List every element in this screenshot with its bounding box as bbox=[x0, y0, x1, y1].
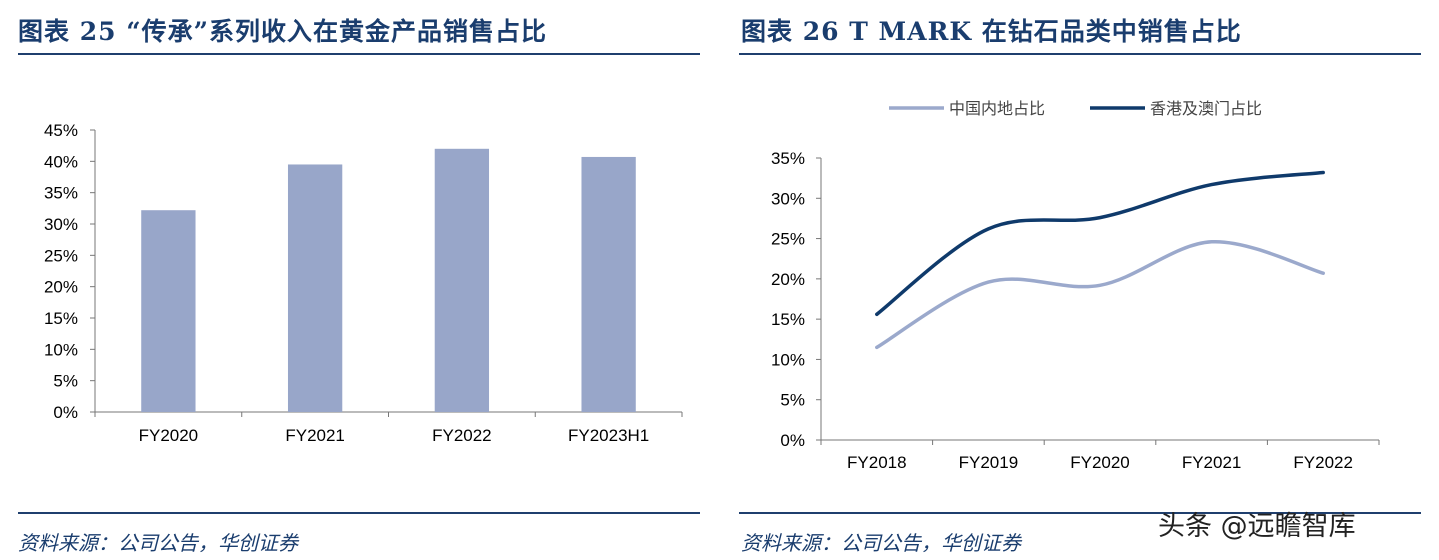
figure-26-source: 资料来源：公司公告，华创证券 bbox=[741, 531, 1021, 555]
figure-25-source: 资料来源：公司公告，华创证券 bbox=[18, 531, 298, 555]
line-y-tick-label: 0% bbox=[780, 431, 805, 450]
line-y-tick-label: 20% bbox=[771, 270, 805, 289]
bar-y-tick-label: 10% bbox=[44, 340, 78, 359]
legend-label: 香港及澳门占比 bbox=[1150, 100, 1262, 118]
bar-y-tick-label: 45% bbox=[44, 121, 78, 140]
line-y-tick-label: 10% bbox=[771, 350, 805, 369]
watermark-text: 头条 @远瞻智库 bbox=[1158, 511, 1356, 542]
bar-x-tick-label: FY2023H1 bbox=[568, 426, 649, 445]
bar-y-tick-label: 40% bbox=[44, 152, 78, 171]
line-x-tick-label: FY2022 bbox=[1293, 453, 1353, 472]
bar-y-tick-label: 20% bbox=[44, 278, 78, 297]
figure-25-panel: 图表 25 “传承”系列收入在黄金产品销售占比 0% 5% 10% 15% 20% 25%… bbox=[0, 0, 700, 560]
line-y-tick-label: 15% bbox=[771, 310, 805, 329]
bar-x-tick-label: FY2022 bbox=[432, 426, 492, 445]
bar-y-tick-label: 5% bbox=[53, 372, 78, 391]
line-x-tick-label: FY2018 bbox=[847, 453, 907, 472]
bar-y-tick-label: 0% bbox=[53, 403, 78, 422]
bar-y-tick-label: 30% bbox=[44, 215, 78, 234]
figure-25-title: 图表 25 “传承”系列收入在黄金产品销售占比 bbox=[18, 17, 547, 46]
bar-y-tick-label: 35% bbox=[44, 184, 78, 203]
line-series-mainland bbox=[875, 240, 1325, 350]
bar-y-tick-label: 25% bbox=[44, 246, 78, 265]
bar-x-tick-label: FY2020 bbox=[139, 426, 199, 445]
figure-26-top-rule bbox=[739, 53, 1421, 55]
line-x-tick-label: FY2019 bbox=[959, 453, 1019, 472]
figure-26-panel: 图表 26 T MARK 在钻石品类中销售占比 0% 5% 10% 15% 20% 25%… bbox=[739, 0, 1439, 560]
bar-x-tick-label: FY2021 bbox=[285, 426, 345, 445]
figure-26-bottom-rule bbox=[739, 512, 1421, 514]
bar bbox=[434, 148, 490, 413]
line-y-tick-label: 5% bbox=[780, 391, 805, 410]
legend-label: 中国内地占比 bbox=[949, 100, 1045, 118]
line-y-tick-label: 25% bbox=[771, 230, 805, 249]
figure-25-top-rule bbox=[18, 53, 700, 55]
figure-26-title: 图表 26 T MARK 在钻石品类中销售占比 bbox=[741, 17, 1242, 46]
bar-y-tick-label: 15% bbox=[44, 309, 78, 328]
line-x-tick-label: FY2020 bbox=[1070, 453, 1130, 472]
bar bbox=[581, 156, 636, 412]
line-y-tick-label: 30% bbox=[771, 189, 805, 208]
figure-25-bar-chart: 0% 5% 10% 15% 20% 25% 30% 35% 40% 45% FY2020 FY2021… bbox=[44, 121, 683, 445]
bar bbox=[287, 164, 343, 412]
line-x-tick-label: FY2021 bbox=[1182, 453, 1242, 472]
bar bbox=[141, 210, 196, 412]
figure-25-bottom-rule bbox=[18, 512, 700, 514]
line-series-hk-macau bbox=[875, 170, 1325, 317]
line-y-tick-label: 35% bbox=[771, 149, 805, 168]
figure-26-line-chart: 0% 5% 10% 15% 20% 25% 30% 35% FY2018 FY2019 FY2020… bbox=[771, 100, 1380, 472]
